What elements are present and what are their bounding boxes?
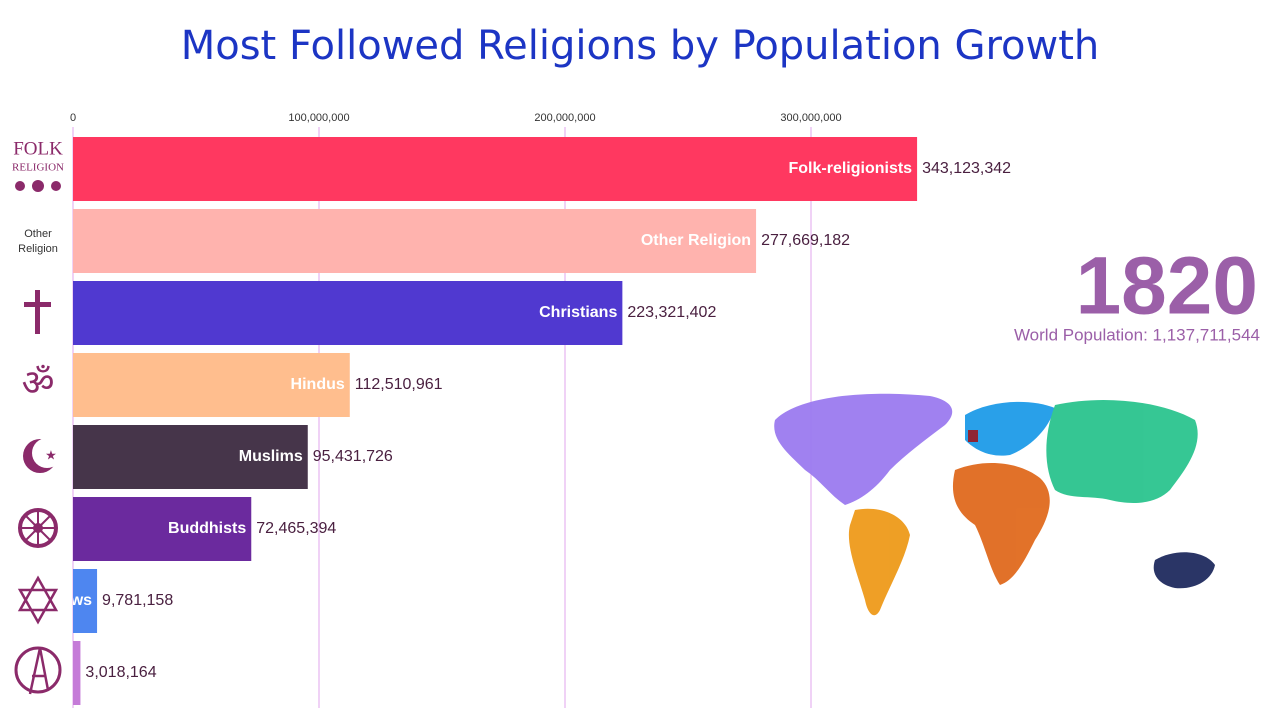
- bar-label: Hindus: [291, 376, 345, 393]
- bar: [73, 641, 81, 705]
- icons: FOLK RELIGION Other Religion ॐ ★: [12, 138, 64, 695]
- x-tick-label: 200,000,000: [534, 112, 595, 124]
- icon-label: Other: [24, 228, 52, 240]
- bar-label: Muslims: [239, 448, 303, 465]
- bar: [73, 353, 350, 417]
- bar: [73, 281, 623, 345]
- value-label: 9,781,158: [102, 592, 173, 609]
- value-label: 343,123,342: [922, 160, 1011, 177]
- icon-label: FOLK: [13, 138, 63, 159]
- icon-label: Religion: [18, 243, 58, 255]
- x-tick-label: 100,000,000: [288, 112, 349, 124]
- year: 1820: [1076, 241, 1258, 332]
- icon-label: RELIGION: [12, 162, 64, 174]
- bar-label-group: Other Religion: [641, 232, 751, 249]
- bar: [73, 209, 757, 273]
- value-label: 112,510,961: [355, 376, 443, 393]
- bar: [73, 137, 918, 201]
- value-label: 277,669,182: [761, 232, 850, 249]
- value-label: 3,018,164: [85, 664, 156, 681]
- bar: [73, 569, 98, 633]
- value-label: 223,321,402: [627, 304, 716, 321]
- x-tick-label: 0: [70, 112, 76, 124]
- bar-label-group: Folk-religionists: [789, 160, 913, 177]
- bar-label-group: Buddhists: [168, 520, 246, 537]
- value-label: 95,431,726: [313, 448, 393, 465]
- bar-label: Buddhists: [168, 520, 246, 537]
- svg-text:ॐ: ॐ: [22, 363, 55, 404]
- bars: Folk-religionists 343,123,342 Other Religi…: [53, 137, 1011, 705]
- bar-label: Christians: [539, 304, 617, 321]
- bar-label: Folk-religionists: [789, 160, 913, 177]
- bar-label-group: Christians: [539, 304, 617, 321]
- world-map: [774, 393, 1215, 616]
- value-label: 72,465,394: [256, 520, 336, 537]
- bar-label: Other Religion: [641, 232, 751, 249]
- chart-title: Most Followed Religions by Population Gr…: [181, 23, 1100, 69]
- bar-label: Jews: [53, 592, 92, 609]
- bar-label-group: Hindus: [291, 376, 345, 393]
- svg-text:★: ★: [45, 447, 57, 462]
- world-population: World Population: 1,137,711,544: [1014, 325, 1260, 344]
- x-tick-label: 300,000,000: [780, 112, 841, 124]
- bar: [73, 425, 308, 489]
- bar-label-group: Jews: [53, 592, 92, 609]
- bar: [73, 497, 252, 561]
- bar-label-group: Muslims: [239, 448, 303, 465]
